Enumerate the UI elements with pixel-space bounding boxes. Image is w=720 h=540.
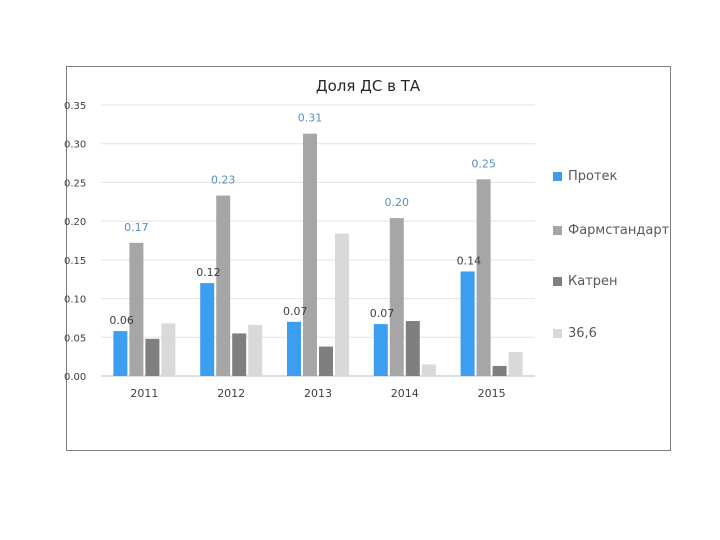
data-label: 0.06 (109, 314, 133, 327)
data-label: 0.12 (196, 266, 221, 279)
chart-frame (66, 66, 671, 451)
x-tick-label: 2015 (478, 387, 506, 400)
legend: Протек Фармстандарт Катрен 36,6 (553, 0, 713, 540)
data-label: 0.23 (211, 174, 236, 187)
chart-title: Доля ДС в ТА (316, 77, 421, 95)
bar-36,6-2015 (508, 351, 523, 376)
legend-swatch (553, 277, 562, 286)
data-label: 0.14 (457, 254, 482, 267)
y-tick-label: 0.15 (64, 256, 86, 267)
legend-swatch (553, 329, 562, 338)
legend-item: Катрен (553, 274, 618, 289)
y-tick-label: 0.30 (64, 140, 86, 151)
y-tick-label: 0.10 (64, 295, 86, 306)
legend-item: Фармстандарт (553, 223, 669, 238)
bar-Протек-2012 (200, 283, 215, 376)
y-tick-label: 0.20 (64, 217, 86, 228)
legend-label: Фармстандарт (568, 223, 670, 238)
bar-36,6-2013 (335, 233, 349, 376)
data-label: 0.25 (471, 157, 496, 170)
bar-Протек-2011 (113, 331, 128, 376)
legend-item: 36,6 (553, 326, 597, 341)
y-tick-label: 0.35 (64, 101, 86, 112)
x-tick-label: 2013 (304, 387, 332, 400)
bar-Протек-2015 (460, 271, 475, 376)
x-tick-label: 2014 (391, 387, 419, 400)
y-tick-label: 0.25 (64, 178, 86, 189)
x-tick-label: 2012 (217, 387, 245, 400)
bar-Катрен-2015 (492, 365, 507, 376)
y-tick-label: 0.05 (64, 333, 86, 344)
bar-Катрен-2011 (145, 338, 160, 376)
bar-36,6-2012 (248, 324, 263, 376)
bar-Фармстандарт-2012 (216, 195, 231, 376)
bar-Протек-2013 (287, 321, 301, 376)
data-label: 0.07 (283, 305, 308, 318)
x-tick-label: 2011 (130, 387, 158, 400)
bar-Фармстандарт-2011 (129, 242, 144, 376)
bar-36,6-2011 (161, 323, 176, 376)
y-tick-label: 0.00 (64, 372, 86, 383)
bar-Фармстандарт-2015 (476, 179, 491, 376)
bar-Катрен-2014 (405, 321, 420, 376)
bar-Катрен-2013 (319, 346, 333, 376)
legend-label: 36,6 (568, 326, 597, 341)
bar-36,6-2014 (421, 364, 436, 376)
legend-swatch (553, 226, 562, 235)
bar-Протек-2014 (373, 324, 388, 376)
data-label: 0.20 (385, 196, 410, 209)
data-label: 0.31 (298, 112, 323, 125)
data-label: 0.07 (370, 307, 395, 320)
data-label: 0.17 (124, 221, 149, 234)
legend-swatch (553, 172, 562, 181)
bar-Фармстандарт-2014 (389, 218, 404, 376)
legend-label: Катрен (568, 274, 618, 289)
bar-Фармстандарт-2013 (303, 133, 317, 376)
legend-label: Протек (568, 169, 618, 184)
legend-item: Протек (553, 169, 617, 184)
bar-Катрен-2012 (232, 333, 247, 376)
